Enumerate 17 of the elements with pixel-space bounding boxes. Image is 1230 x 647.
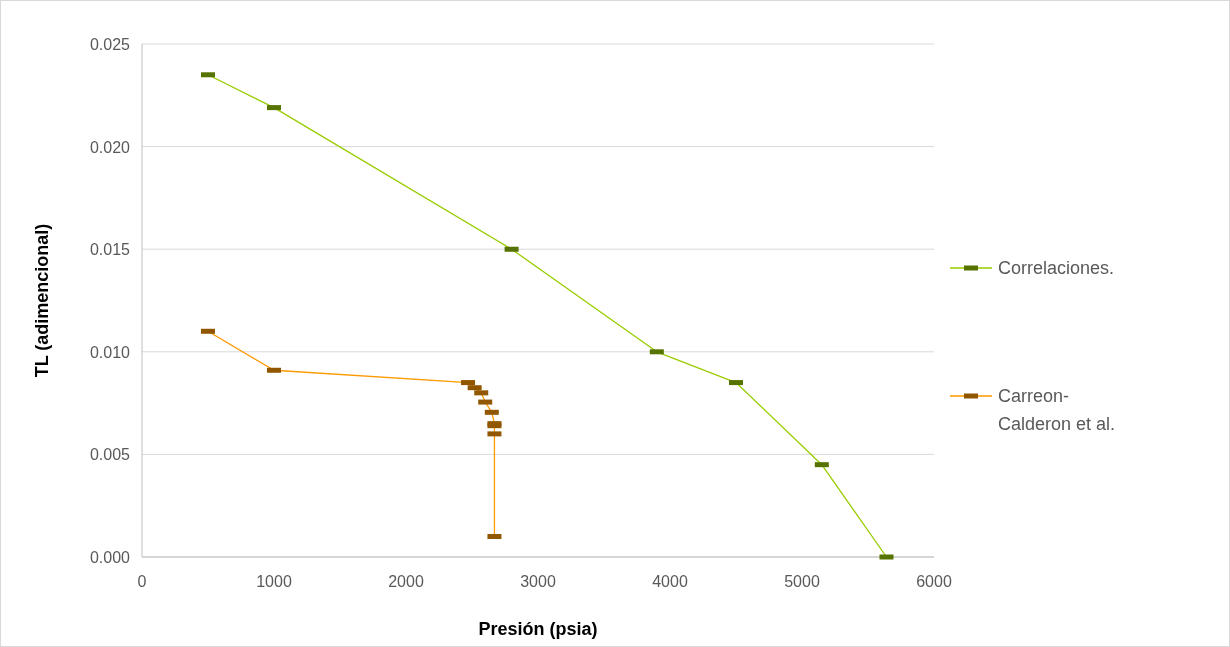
x-tick-label: 1000 xyxy=(256,573,292,590)
y-tick-label: 0.000 xyxy=(89,549,131,566)
legend-label: Carreon-Calderon et al. xyxy=(998,386,1116,434)
y-tick-label: 0.010 xyxy=(89,343,131,361)
y-tick-label: 0.020 xyxy=(89,138,131,156)
x-tick-label: 2000 xyxy=(388,573,424,590)
y-tick-label: 0.015 xyxy=(89,241,131,259)
x-tick-label: 5000 xyxy=(784,573,820,590)
legend-label: Correlaciones. xyxy=(998,258,1115,278)
x-tick-label: 3000 xyxy=(520,573,556,590)
y-axis-title: TL (adimencional) xyxy=(32,223,52,378)
y-tick-label: 0.025 xyxy=(89,36,131,53)
x-axis-title: Presión (psia) xyxy=(478,619,598,639)
x-tick-label: 0 xyxy=(137,573,147,590)
x-tick-label: 6000 xyxy=(916,573,952,590)
x-tick-label: 4000 xyxy=(652,573,688,590)
y-tick-label: 0.005 xyxy=(89,446,131,464)
